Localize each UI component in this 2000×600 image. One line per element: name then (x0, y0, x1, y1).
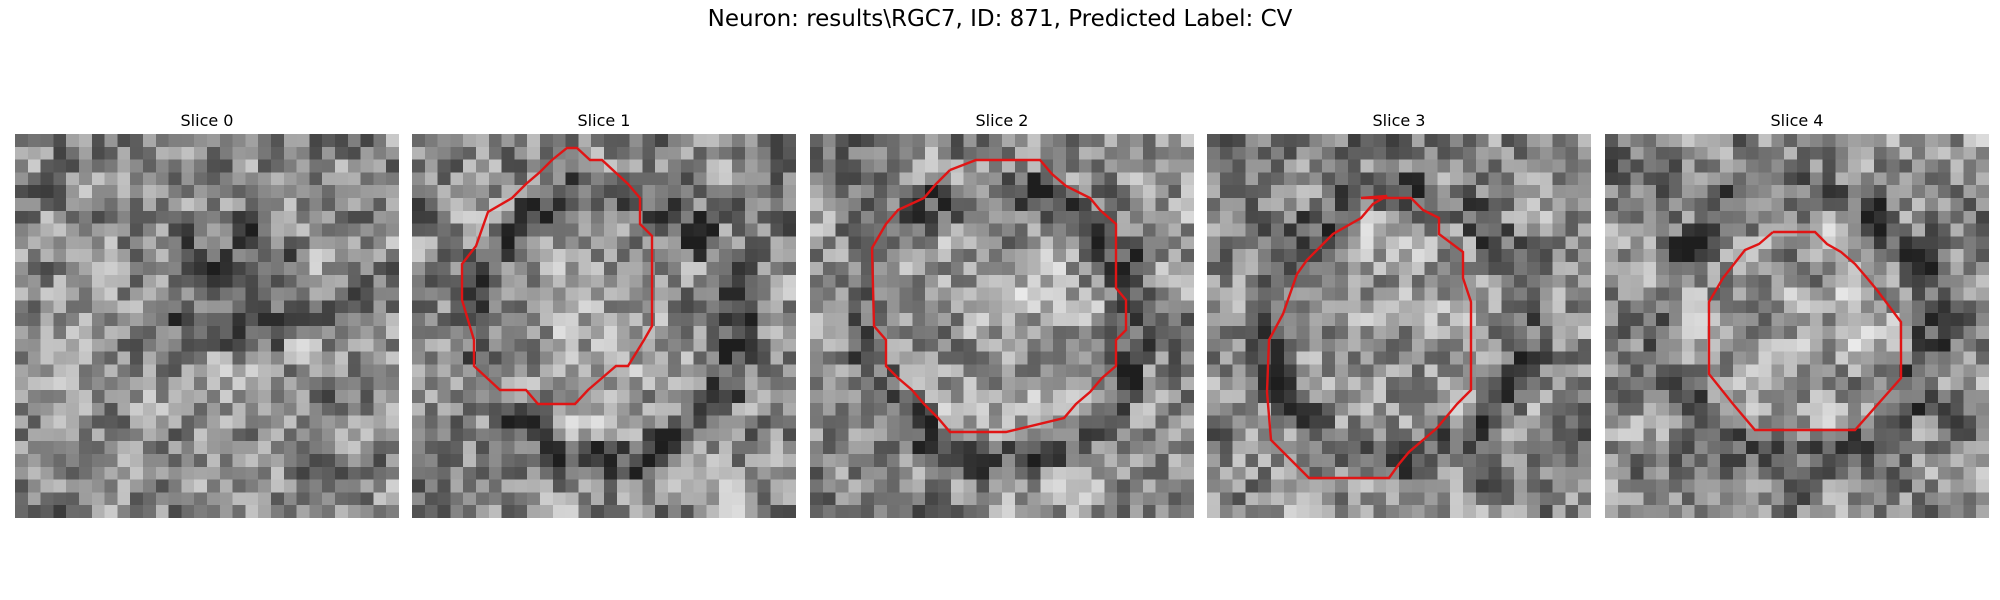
slice-title-3: Slice 3 (1372, 111, 1426, 130)
slice-title-2: Slice 2 (975, 111, 1029, 130)
cell-outline-1 (460, 146, 654, 406)
slice-panel-2: Slice 2 (810, 108, 1194, 518)
slice-image-4 (1605, 134, 1989, 518)
slice-panel-1: Slice 1 (412, 108, 796, 518)
slice-title-0: Slice 0 (180, 111, 234, 130)
slice-panel-3: Slice 3 (1207, 108, 1591, 518)
slice-image-0 (15, 134, 399, 518)
figure-title: Neuron: results\RGC7, ID: 871, Predicted… (707, 6, 1293, 32)
slice-image-1 (412, 134, 796, 518)
slice-panel-0: Slice 0 (15, 108, 399, 518)
slice-panel-4: Slice 4 (1605, 108, 1989, 518)
slice-title-4: Slice 4 (1770, 111, 1824, 130)
cell-outline-3 (1265, 194, 1473, 480)
slice-title-1: Slice 1 (577, 111, 631, 130)
cell-outline-2 (870, 158, 1128, 434)
cell-outline-4 (1707, 230, 1903, 432)
